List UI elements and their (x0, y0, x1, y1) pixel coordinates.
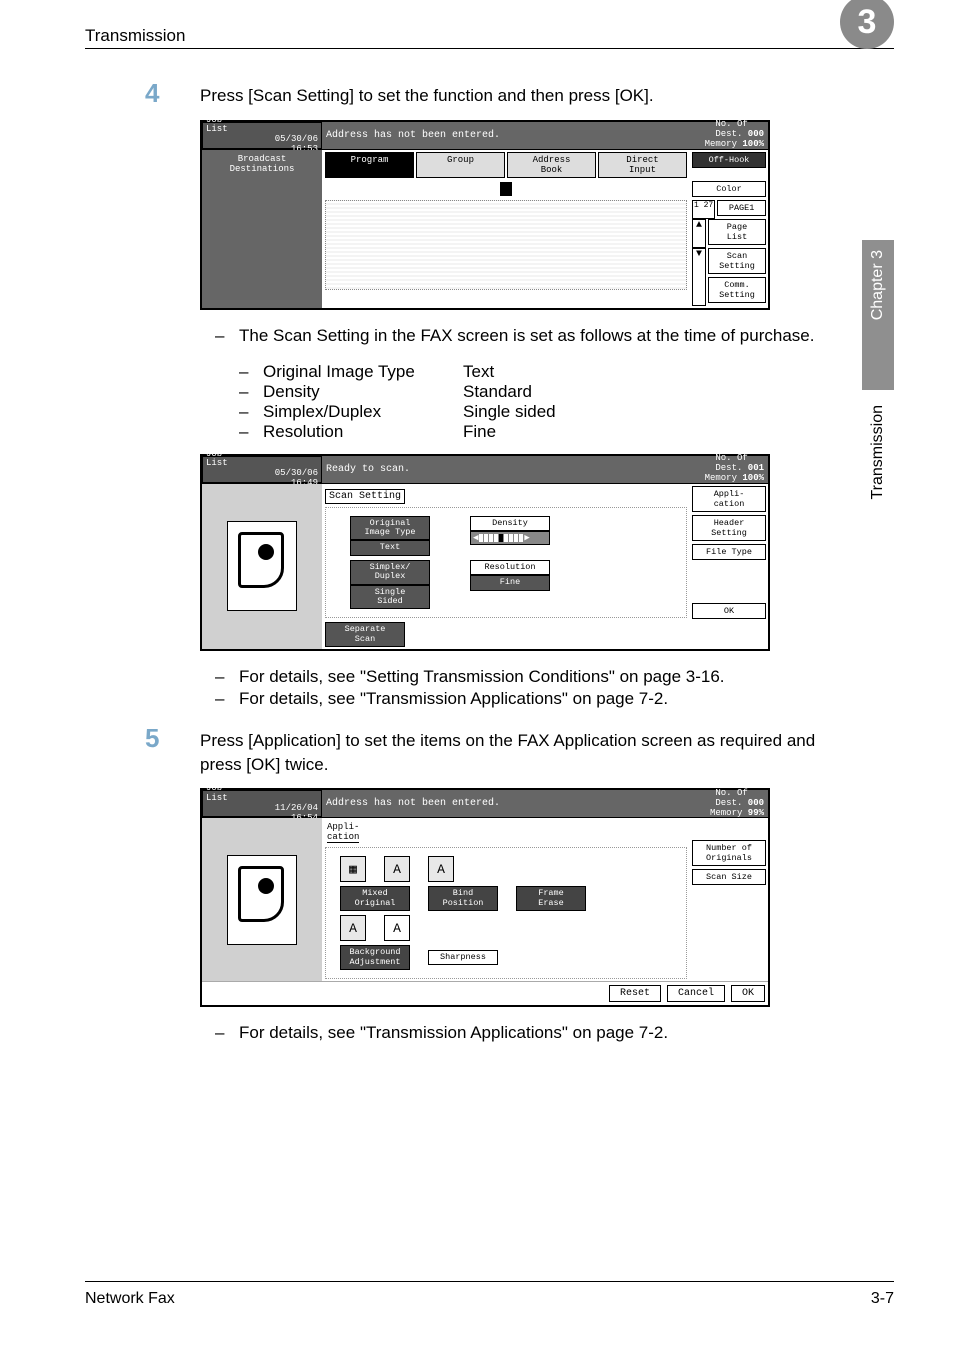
dest-label: No. Of Dest. (715, 119, 747, 139)
mixed-original-icon: ▦ (340, 856, 366, 882)
cancel-button[interactable]: Cancel (667, 985, 725, 1002)
number-of-originals-button[interactable]: Number of Originals (692, 840, 766, 866)
step4-bullet-2: –For details, see "Setting Transmission … (215, 667, 855, 687)
setting-1-value: Standard (463, 382, 532, 402)
broadcast-destinations-label: Broadcast Destinations (202, 150, 322, 308)
density-label: Density (470, 516, 550, 531)
step-4: 4 Press [Scan Setting] to set the functi… (145, 80, 855, 108)
scan-setting-button[interactable]: Scan Setting (708, 248, 766, 274)
tab-program[interactable]: Program (325, 152, 414, 178)
color-button[interactable]: Color (692, 181, 766, 197)
original-image-type-value: Text (350, 540, 430, 555)
document-icon-3 (227, 855, 297, 945)
page-list-button[interactable]: Page List (708, 219, 766, 245)
setting-3-label: Resolution (263, 422, 463, 442)
density-slider[interactable]: ◀ ▶ (470, 531, 550, 545)
frame-erase-icon: A (428, 856, 454, 882)
chapter-number: 3 (858, 3, 877, 42)
file-type-button[interactable]: File Type (692, 544, 766, 560)
step4-bullet-3: –For details, see "Transmission Applicat… (215, 689, 855, 709)
step-4-text: Press [Scan Setting] to set the function… (200, 80, 654, 108)
memory-value: 100% (742, 139, 764, 149)
setting-2-label: Simplex/Duplex (263, 402, 463, 422)
setting-2-value: Single sided (463, 402, 556, 422)
reset-button[interactable]: Reset (609, 985, 661, 1002)
lcd-screen-2: Job List 05/30/06 16:49 Ready to scan. N… (200, 454, 770, 651)
job-list-button-2[interactable]: Job List 05/30/06 16:49 (202, 456, 322, 483)
side-tab-section-label: Transmission (869, 395, 887, 510)
setting-1-label: Density (263, 382, 463, 402)
header-setting-button[interactable]: Header Setting (692, 515, 766, 541)
status-message-2: Ready to scan. (322, 456, 678, 483)
program-list-area (325, 200, 687, 290)
background-adjustment-icon: A (340, 915, 366, 941)
ok-button-2[interactable]: OK (692, 603, 766, 619)
resolution-label: Resolution (470, 560, 550, 575)
setting-0-label: Original Image Type (263, 362, 463, 382)
scan-setting-title: Scan Setting (325, 489, 405, 504)
setting-3-value: Fine (463, 422, 496, 442)
frame-erase-button[interactable]: Frame Erase (516, 886, 586, 911)
background-adjustment-button[interactable]: Background Adjustment (340, 945, 410, 970)
step5-bullet-1: –For details, see "Transmission Applicat… (215, 1023, 855, 1043)
dest-count: 000 (748, 129, 764, 139)
status-right-3: No. Of Dest. 000 Memory 99% (678, 790, 768, 817)
header-rule (85, 48, 894, 49)
original-image-type-button[interactable]: Original Image Type (350, 516, 430, 541)
chapter-title: Transmission (85, 26, 185, 46)
setting-0-value: Text (463, 362, 494, 382)
job-list-button-3[interactable]: Job List 11/26/04 16:54 (202, 790, 322, 817)
job-list-button[interactable]: Job List 05/30/06 16:53 (202, 122, 322, 149)
separate-scan-button[interactable]: Separate Scan (325, 622, 405, 647)
comm-setting-button[interactable]: Comm. Setting (708, 277, 766, 303)
simplex-duplex-button[interactable]: Simplex/ Duplex (350, 560, 430, 585)
status-right: No. Of Dest. 000 Memory 100% (678, 122, 768, 149)
tab-direct-input[interactable]: Direct Input (598, 152, 687, 178)
job-list-label: Job List (206, 116, 318, 136)
side-tab-section: Transmission (862, 395, 894, 575)
application-button[interactable]: Appli- cation (692, 486, 766, 512)
side-tab-chapter-label: Chapter 3 (869, 240, 887, 330)
page-indicator: 1 27 (692, 200, 715, 219)
chapter-number-badge: 3 (840, 0, 894, 49)
step-5-text: Press [Application] to set the items on … (200, 725, 855, 777)
document-preview (202, 484, 322, 649)
step-5: 5 Press [Application] to set the items o… (145, 725, 855, 777)
simplex-duplex-value: Single Sided (350, 585, 430, 610)
page-down-button[interactable]: ▼ (692, 248, 706, 306)
page1-button[interactable]: PAGE1 (717, 200, 766, 216)
sharpness-icon: A (384, 915, 410, 941)
step4-bullet-1: –The Scan Setting in the FAX screen is s… (215, 326, 855, 346)
lcd-screen-1: Job List 05/30/06 16:53 Address has not … (200, 120, 770, 310)
page-up-button[interactable]: ▲ (692, 219, 706, 248)
status-message-3: Address has not been entered. (322, 790, 678, 817)
cursor-indicator (500, 182, 512, 196)
status-message: Address has not been entered. (322, 122, 678, 149)
footer-left: Network Fax (85, 1290, 175, 1308)
footer-right: 3-7 (871, 1290, 894, 1308)
status-right-2: No. Of Dest. 001 Memory 100% (678, 456, 768, 483)
scan-size-button[interactable]: Scan Size (692, 869, 766, 885)
lcd-screen-3: Job List 11/26/04 16:54 Address has not … (200, 788, 770, 1006)
bind-position-icon: A (384, 856, 410, 882)
memory-label: Memory (705, 139, 737, 149)
ok-button-3[interactable]: OK (731, 985, 765, 1002)
mixed-original-button[interactable]: Mixed Original (340, 886, 410, 911)
resolution-value: Fine (470, 575, 550, 590)
step-5-number: 5 (145, 725, 200, 751)
document-icon (227, 521, 297, 611)
default-settings-list: –Original Image TypeText –DensityStandar… (239, 362, 855, 442)
tab-group[interactable]: Group (416, 152, 505, 178)
bind-position-button[interactable]: Bind Position (428, 886, 498, 911)
off-hook-button[interactable]: Off-Hook (692, 152, 766, 168)
application-title: Appli- cation (327, 822, 359, 843)
side-tab-chapter: Chapter 3 (862, 240, 894, 390)
document-preview-3 (202, 818, 322, 980)
sharpness-button[interactable]: Sharpness (428, 950, 498, 965)
step-4-number: 4 (145, 80, 200, 106)
tab-address-book[interactable]: Address Book (507, 152, 596, 178)
